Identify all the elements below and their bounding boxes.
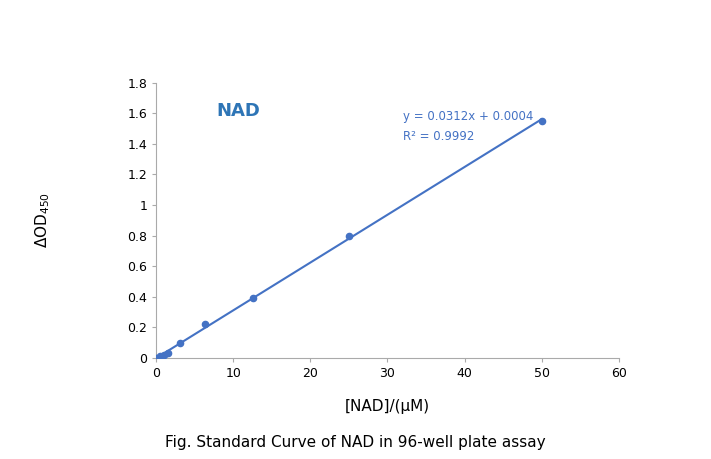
Text: $\Delta$OD$_{450}$: $\Delta$OD$_{450}$ [33,192,52,248]
Point [199,321,210,328]
Text: NAD: NAD [217,102,260,120]
Point [159,351,170,358]
Point [151,354,162,362]
Text: y = 0.0312x + 0.0004
R² = 0.9992: y = 0.0312x + 0.0004 R² = 0.9992 [403,110,533,143]
Point [154,353,166,360]
Point [247,295,258,302]
Point [536,117,547,124]
Point [175,339,186,347]
Point [343,232,355,239]
Text: Fig. Standard Curve of NAD in 96-well plate assay: Fig. Standard Curve of NAD in 96-well pl… [165,435,546,450]
Point [163,350,174,357]
Text: [NAD]/(μM): [NAD]/(μM) [345,399,430,414]
